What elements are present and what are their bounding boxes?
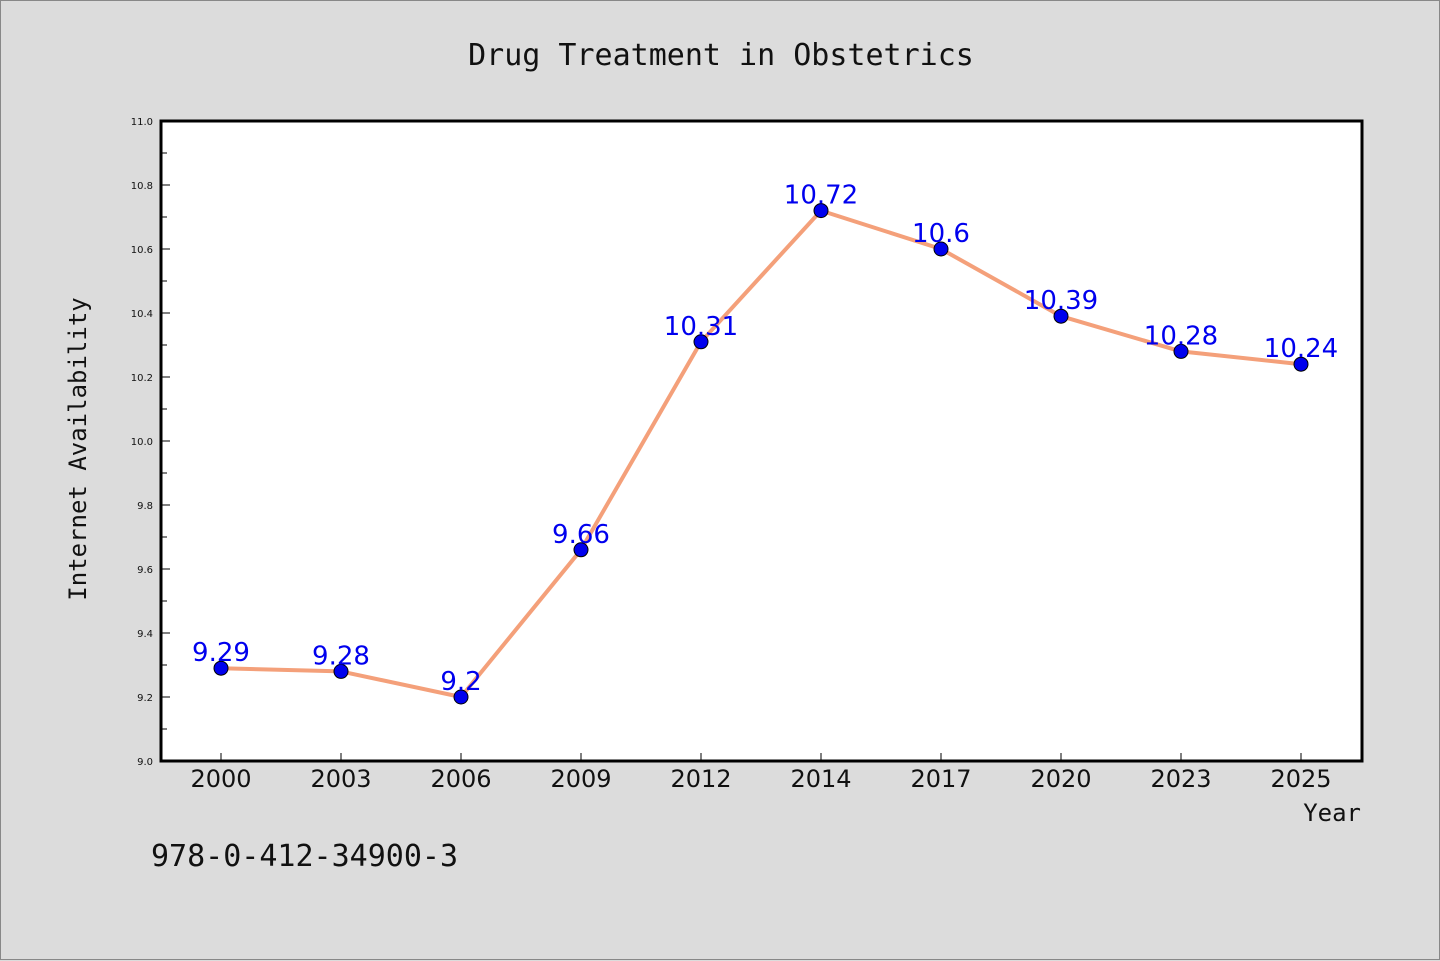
data-label: 9.28 (312, 641, 370, 671)
data-point-marker (1173, 343, 1189, 359)
x-tick-label: 2012 (670, 765, 731, 793)
y-tick-label: 9.8 (137, 501, 153, 512)
y-tick-label: 10.0 (131, 437, 153, 448)
x-axis: 2000 2003 2006 2009 2012 2014 2017 2020 2023 2025 (190, 753, 1332, 793)
chart-title: Drug Treatment in Obstetrics (468, 38, 974, 73)
data-label: 9.29 (192, 638, 250, 668)
data-label: 10.28 (1144, 321, 1218, 351)
y-tick-label: 9.4 (137, 629, 153, 640)
x-tick-label: 2020 (1030, 765, 1091, 793)
data-label: 10.24 (1264, 334, 1338, 364)
y-tick-label: 10.8 (131, 181, 153, 192)
x-tick-label: 2000 (190, 765, 251, 793)
y-tick-label: 9.6 (137, 565, 153, 576)
data-point-marker (213, 660, 229, 676)
y-tick-label: 10.6 (131, 245, 153, 256)
data-labels-group: 9.29 9.28 9.2 9.66 10.31 10.72 10.6 10.39 10.28 1… (192, 181, 1338, 697)
y-axis: 9.0 9.2 9.4 9.6 9.8 10.0 10.2 10.4 10.6 10.8 11.0 (131, 117, 170, 768)
data-point-marker (693, 334, 709, 350)
data-point-marker (453, 689, 469, 705)
y-axis-label: Internet Availability (64, 297, 92, 600)
y-tick-label: 9.0 (137, 757, 153, 768)
x-tick-label: 2009 (550, 765, 611, 793)
y-tick-label: 9.2 (137, 693, 153, 704)
data-label: 10.39 (1024, 286, 1098, 316)
data-point-marker (573, 542, 589, 558)
data-point-marker (1293, 356, 1309, 372)
x-tick-label: 2025 (1270, 765, 1331, 793)
y-tick-label: 11.0 (131, 117, 153, 128)
data-point-marker (933, 241, 949, 257)
data-point-marker (813, 203, 829, 219)
series-line-group (219, 208, 1303, 699)
x-axis-label: Year (1303, 799, 1361, 827)
data-point-marker (1053, 308, 1069, 324)
data-label: 9.2 (440, 667, 481, 697)
data-label: 10.72 (784, 181, 858, 211)
data-label: 9.66 (552, 520, 610, 550)
y-tick-label: 10.2 (131, 373, 153, 384)
data-label: 10.31 (664, 312, 738, 342)
markers-group (213, 203, 1309, 705)
series-line (219, 208, 1303, 699)
x-tick-label: 2023 (1150, 765, 1211, 793)
data-point-marker (333, 663, 349, 679)
x-tick-label: 2017 (910, 765, 971, 793)
x-tick-label: 2003 (310, 765, 371, 793)
data-label: 10.6 (912, 219, 970, 249)
isbn-label: 978-0-412-34900-3 (151, 839, 458, 874)
x-tick-label: 2014 (790, 765, 851, 793)
plot-area (159, 119, 1364, 763)
y-tick-label: 10.4 (131, 309, 153, 320)
x-tick-label: 2006 (430, 765, 491, 793)
